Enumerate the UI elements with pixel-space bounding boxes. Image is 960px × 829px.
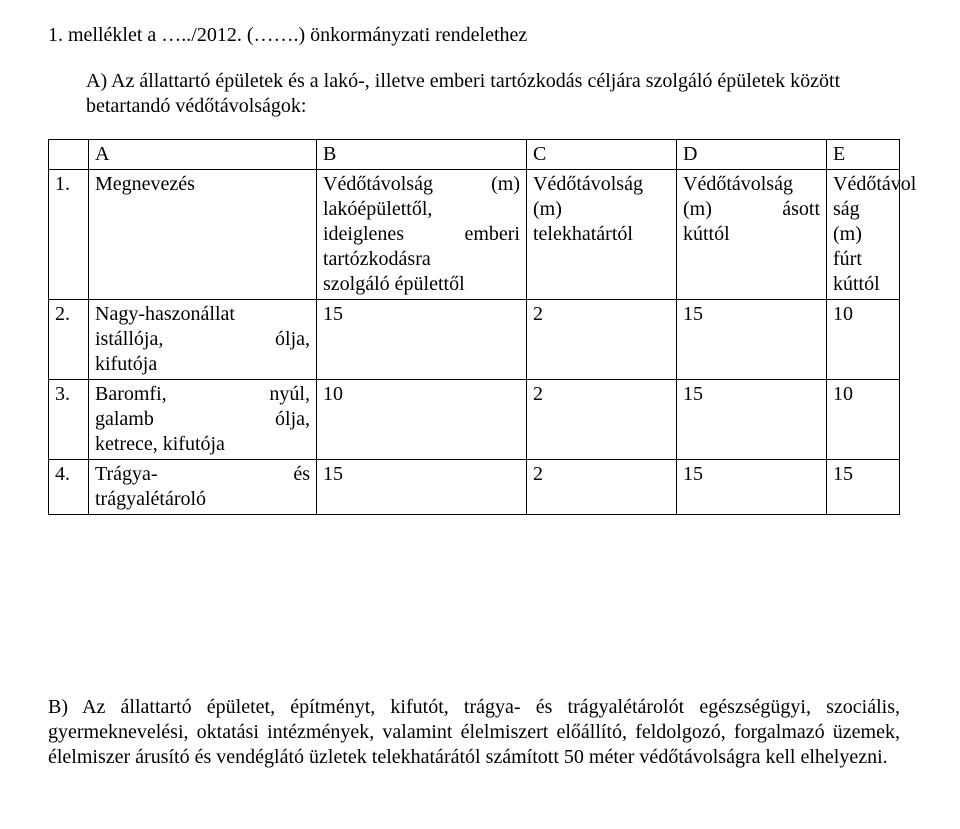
label-line: Baromfi, nyúl, — [95, 382, 310, 407]
row-col-f: 15 — [827, 460, 900, 515]
row-col-d: 2 — [527, 380, 677, 460]
row-col-c: 10 — [317, 380, 527, 460]
row-col-e: 15 — [677, 300, 827, 380]
row-number: 2. — [49, 300, 89, 380]
row-number: 3. — [49, 380, 89, 460]
row-col-d: 2 — [527, 460, 677, 515]
row-label: Nagy-haszonállat istállója, ólja, kifutó… — [89, 300, 317, 380]
row-col-f: Védőtávol ság (m) fúrt kúttól — [827, 170, 900, 300]
table-row: 2. Nagy-haszonállat istállója, ólja, kif… — [49, 300, 900, 380]
row-col-c: Védőtávolság (m) lakóépülettől, ideiglen… — [317, 170, 527, 300]
header-c: C — [527, 140, 677, 170]
label-line: kifutója — [95, 352, 310, 377]
f-line: ság (m) — [833, 197, 893, 247]
c-line: lakóépülettől, — [323, 197, 520, 222]
label-line: ketrece, kifutója — [95, 432, 310, 457]
c-line: Védőtávolság (m) — [323, 172, 520, 197]
row-label-line: Megnevezés — [95, 173, 195, 195]
f-line: Védőtávol — [833, 172, 893, 197]
table-header-row: A B C D E — [49, 140, 900, 170]
header-d: D — [677, 140, 827, 170]
row-number: 4. — [49, 460, 89, 515]
row-label: Trágya- és trágyalétároló — [89, 460, 317, 515]
d-line: Védőtávolság — [533, 172, 670, 197]
e-line: Védőtávolság — [683, 172, 820, 197]
e-line: kúttól — [683, 222, 820, 247]
f-line: fúrt kúttól — [833, 247, 893, 297]
header-e: E — [827, 140, 900, 170]
c-line: szolgáló épülettől — [323, 272, 520, 297]
label-line: Nagy-haszonállat — [95, 302, 310, 327]
table-row: 1. Megnevezés Védőtávolság (m) lakóépüle… — [49, 170, 900, 300]
row-col-c: 15 — [317, 300, 527, 380]
row-col-c: 15 — [317, 460, 527, 515]
row-col-f: 10 — [827, 380, 900, 460]
header-b: B — [317, 140, 527, 170]
row-col-e: Védőtávolság (m) ásott kúttól — [677, 170, 827, 300]
row-number: 1. — [49, 170, 89, 300]
protection-distance-table: A B C D E 1. Megnevezés Védőtávolság (m)… — [48, 139, 900, 515]
row-col-e: 15 — [677, 460, 827, 515]
label-line: trágyalétároló — [95, 487, 310, 512]
c-line: ideiglenes emberi — [323, 222, 520, 247]
row-label: Baromfi, nyúl, galamb ólja, ketrece, kif… — [89, 380, 317, 460]
row-col-d: 2 — [527, 300, 677, 380]
header-blank — [49, 140, 89, 170]
row-col-e: 15 — [677, 380, 827, 460]
table-row: 3. Baromfi, nyúl, galamb ólja, ketrece, … — [49, 380, 900, 460]
section-b-text: B) Az állattartó épületet, építményt, ki… — [48, 695, 900, 770]
section-a-text: A) Az állattartó épületek és a lakó-, il… — [86, 69, 900, 119]
label-line: galamb ólja, — [95, 407, 310, 432]
row-col-d: Védőtávolság (m) telekhatártól — [527, 170, 677, 300]
header-a: A — [89, 140, 317, 170]
row-label: Megnevezés — [89, 170, 317, 300]
row-col-f: 10 — [827, 300, 900, 380]
label-line: istállója, ólja, — [95, 327, 310, 352]
d-line: telekhatártól — [533, 222, 670, 247]
table-row: 4. Trágya- és trágyalétároló 15 2 15 15 — [49, 460, 900, 515]
e-line: (m) ásott — [683, 197, 820, 222]
d-line: (m) — [533, 197, 670, 222]
c-line: tartózkodásra — [323, 247, 520, 272]
attachment-title: 1. melléklet a …../2012. (…….) önkormány… — [48, 24, 900, 47]
label-line: Trágya- és — [95, 462, 310, 487]
